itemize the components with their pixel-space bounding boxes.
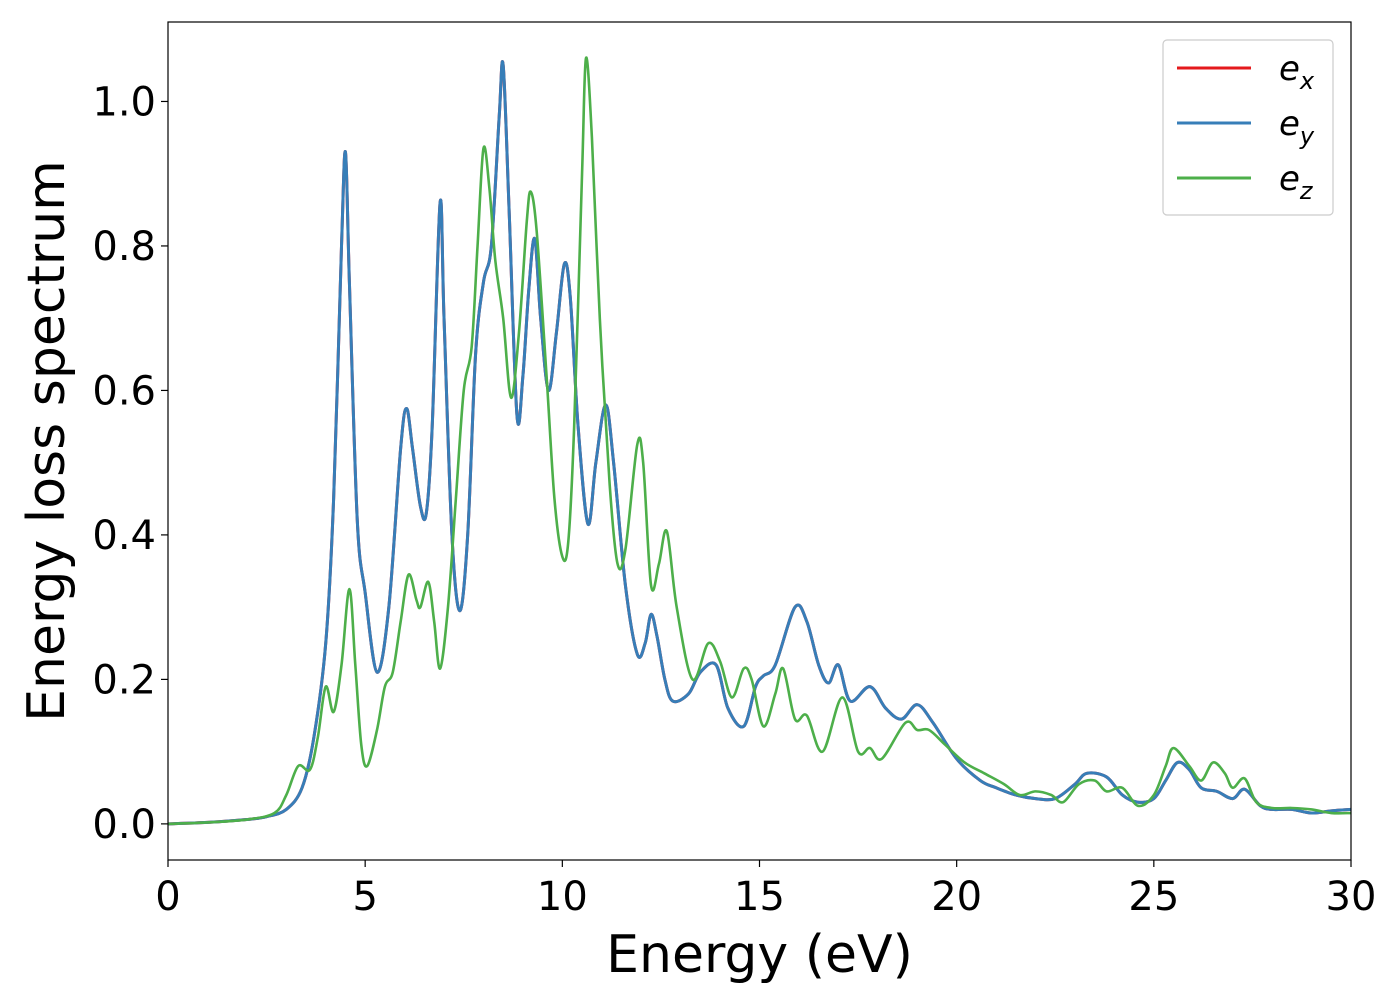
y-axis-label: Energy loss spectrum bbox=[17, 160, 77, 722]
y-tick-label: 0.6 bbox=[92, 368, 156, 414]
y-tick-label: 0.0 bbox=[92, 802, 156, 848]
x-axis: 0 5 10 15 20 25 30 bbox=[155, 860, 1376, 920]
x-tick-label: 15 bbox=[734, 874, 785, 920]
x-tick-label: 25 bbox=[1128, 874, 1179, 920]
legend-label-main: e bbox=[1279, 104, 1300, 144]
x-tick-label: 0 bbox=[155, 874, 180, 920]
legend-label-subscript: z bbox=[1299, 177, 1314, 205]
plot-lines bbox=[168, 56, 1351, 826]
series-line-z bbox=[168, 56, 1351, 826]
y-tick-label: 0.8 bbox=[92, 224, 156, 270]
x-tick-label: 5 bbox=[352, 874, 377, 920]
y-tick-label: 0.2 bbox=[92, 657, 156, 703]
series-line-y bbox=[168, 60, 1351, 826]
legend-label-subscript: y bbox=[1299, 122, 1315, 150]
legend-label-x: ex bbox=[1279, 49, 1315, 95]
legend-label-main: e bbox=[1279, 49, 1300, 89]
legend-label-y: ey bbox=[1279, 104, 1315, 150]
y-tick-label: 1.0 bbox=[92, 79, 156, 125]
legend-label-subscript: x bbox=[1299, 67, 1315, 95]
x-tick-label: 20 bbox=[931, 874, 982, 920]
y-tick-label: 0.4 bbox=[92, 513, 156, 559]
x-axis-label: Energy (eV) bbox=[606, 925, 913, 985]
legend-label-main: e bbox=[1279, 159, 1300, 199]
legend-label-z: ez bbox=[1279, 159, 1314, 205]
y-axis: 0.0 0.2 0.4 0.6 0.8 1.0 bbox=[92, 79, 168, 848]
legend-box bbox=[1162, 39, 1334, 216]
x-tick-label: 10 bbox=[537, 874, 588, 920]
x-tick-label: 30 bbox=[1326, 874, 1377, 920]
